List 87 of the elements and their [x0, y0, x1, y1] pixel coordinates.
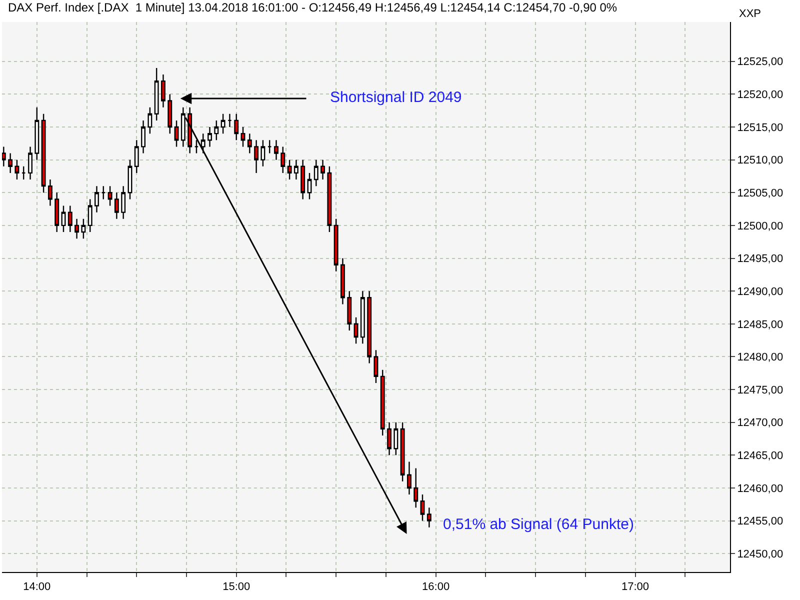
candlestick [360, 290, 365, 344]
candlestick [14, 159, 20, 180]
candlestick [34, 106, 40, 160]
candlestick [121, 185, 126, 220]
candlestick [108, 185, 112, 206]
y-tick-label: 12505,00 [737, 187, 784, 200]
y-tick-label: 12480,00 [737, 352, 784, 364]
candlestick [48, 178, 52, 206]
candlestick [274, 140, 278, 160]
candlestick [88, 198, 92, 233]
candlestick [247, 132, 252, 154]
candlestick [374, 350, 378, 384]
candlestick [394, 422, 398, 456]
y-tick-label: 12455,00 [737, 516, 784, 528]
candlestick [380, 369, 385, 436]
candlestick [160, 74, 166, 108]
candlestick [406, 461, 412, 496]
candlestick [174, 120, 179, 148]
candlestick [68, 205, 72, 233]
y-axis-title: XXP [739, 8, 762, 20]
candlestick [74, 218, 80, 240]
x-tick-label: 16:00 [422, 581, 450, 594]
candlestick [8, 152, 13, 174]
candlestick [327, 166, 332, 233]
y-tick-label: 12460,00 [737, 482, 784, 495]
candlestick [148, 106, 152, 134]
candlestick [287, 159, 292, 180]
candlestick [81, 218, 86, 240]
x-tick-label: 17:00 [621, 581, 650, 594]
candlestick [128, 159, 132, 200]
candlestick [214, 120, 219, 141]
candlestick [114, 192, 119, 220]
y-tick-label: 12495,00 [737, 253, 784, 266]
candlestick [21, 166, 26, 180]
annotation: 0,51% ab Signal (64 Punkte) [443, 516, 634, 533]
candlestick [41, 113, 46, 194]
y-tick-label: 12470,00 [737, 417, 784, 430]
y-tick-label: 12465,00 [737, 450, 784, 462]
candlestick [28, 146, 32, 180]
candlestick [354, 316, 358, 344]
candlestick [367, 290, 372, 364]
candlestick [168, 94, 172, 134]
candlestick [334, 218, 338, 272]
candlestick [387, 422, 392, 456]
y-tick-label: 12520,00 [737, 89, 784, 102]
y-tick-label: 12485,00 [737, 318, 784, 331]
candlestick [347, 290, 352, 332]
y-tick-label: 12490,00 [737, 286, 784, 298]
candlestick [280, 146, 286, 174]
candlestick [141, 120, 146, 154]
candlestick [61, 205, 66, 233]
annotation: Shortsignal ID 2049 [330, 89, 462, 106]
candlestick [154, 67, 159, 122]
y-tick-label: 12515,00 [737, 122, 784, 134]
candlestick [227, 113, 232, 128]
y-tick-label: 12500,00 [737, 220, 784, 232]
candlestick [208, 126, 212, 148]
candlestick [420, 494, 425, 522]
candlestick [194, 140, 199, 154]
candlestick [300, 159, 306, 200]
y-tick-label: 12475,00 [737, 384, 784, 396]
chart-title: DAX Perf. Index [.DAX 1 Minute] 13.04.2018 16:01:00 - O:12456,49 H:12456,49 L:12454,14 C:12454,70 -0,90 0% [8, 0, 618, 14]
candlestick [240, 126, 246, 148]
candlestick [400, 422, 405, 482]
y-tick-label: 12450,00 [737, 548, 784, 560]
candlestick [254, 140, 259, 174]
candlestick [220, 113, 226, 134]
candlestick [2, 146, 6, 167]
candlestick [314, 159, 318, 187]
candlestick [134, 140, 139, 174]
candlestick [307, 172, 312, 200]
candlestick [320, 159, 326, 180]
candlestick [54, 192, 60, 233]
candlestick [94, 185, 99, 213]
candlestick [414, 468, 418, 508]
y-tick-label: 12510,00 [737, 154, 784, 167]
candlestick [267, 140, 272, 154]
x-tick-label: 14:00 [23, 581, 51, 594]
candlestick [426, 507, 432, 528]
candlestick [340, 258, 345, 305]
candlestick [101, 185, 106, 200]
candlestick [200, 132, 206, 154]
candlestick [260, 140, 266, 167]
candlestick [234, 113, 239, 141]
candlestick [294, 159, 298, 180]
x-tick-label: 15:00 [222, 581, 250, 594]
y-tick-label: 12525,00 [737, 56, 784, 68]
